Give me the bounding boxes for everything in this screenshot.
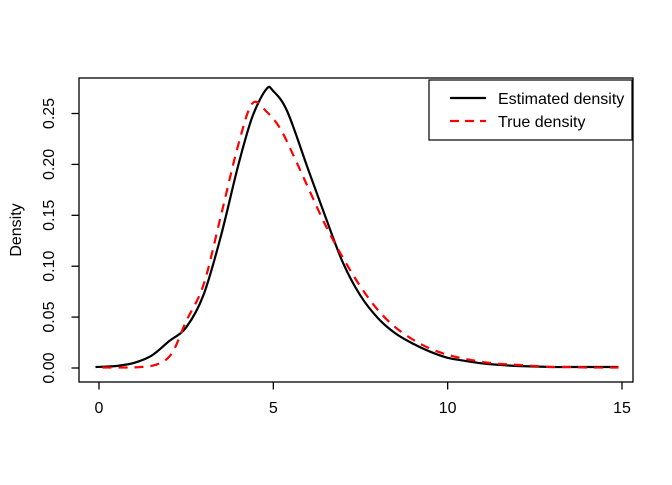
plot-curves	[95, 85, 619, 369]
y-tick-label: 0.00	[41, 352, 58, 383]
y-tick-label: 0.20	[41, 149, 58, 180]
y-tick-label: 0.15	[41, 200, 58, 231]
y-tick-label: 0.05	[41, 301, 58, 332]
legend-box	[428, 79, 633, 141]
y-axis-title: Density	[8, 203, 25, 256]
x-tick-label: 15	[613, 400, 631, 417]
x-tick-label: 5	[269, 400, 278, 417]
plot-box	[78, 77, 634, 383]
x-axis: 0 5 10 15	[95, 382, 631, 417]
y-tick-label: 0.10	[41, 251, 58, 282]
legend-label-true-density: True density	[498, 114, 585, 131]
x-tick-label: 0	[95, 400, 104, 417]
legend: Estimated density True density	[428, 79, 633, 141]
x-tick-label: 10	[439, 400, 457, 417]
y-tick-label: 0.25	[41, 98, 58, 129]
y-axis: 0.00 0.05 0.10 0.15 0.20 0.25	[41, 98, 79, 384]
curve-true-density	[102, 100, 619, 369]
legend-label-estimated-density: Estimated density	[498, 91, 624, 108]
